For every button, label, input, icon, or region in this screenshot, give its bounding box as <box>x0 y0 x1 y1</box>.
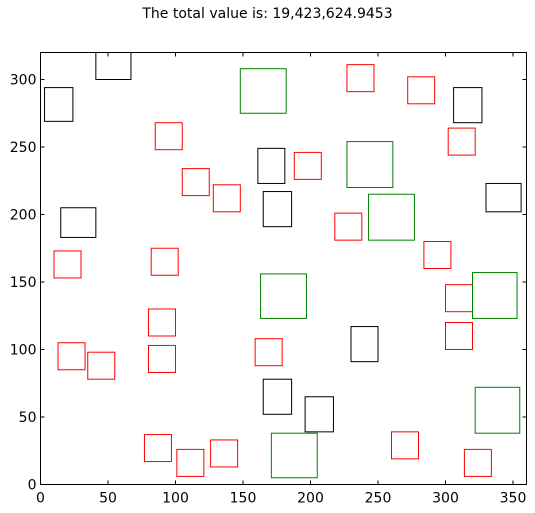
rect-mark <box>210 439 239 468</box>
rect-mark <box>304 396 334 433</box>
rect-mark <box>181 168 210 197</box>
rect-mark <box>346 64 375 93</box>
rect-mark <box>262 378 293 415</box>
rect-mark <box>57 342 86 371</box>
rect-mark <box>148 344 176 373</box>
x-tick-label: 50 <box>99 491 117 507</box>
rect-mark <box>262 191 293 228</box>
rect-mark <box>391 431 419 460</box>
rect-mark <box>463 448 492 477</box>
chart-title: The total value is: 19,423,624.9453 <box>142 6 393 22</box>
rect-mark <box>472 272 518 319</box>
y-tick-label: 250 <box>10 140 37 156</box>
y-tick-label: 100 <box>10 343 37 359</box>
rect-mark <box>95 52 132 80</box>
rect-mark <box>423 241 452 269</box>
rect-mark <box>270 432 318 479</box>
rect-mark <box>176 448 205 477</box>
x-tick-label: 350 <box>500 491 527 507</box>
y-tick-label: 0 <box>28 478 37 494</box>
rect-mark <box>407 76 436 105</box>
rect-mark <box>254 338 283 367</box>
x-tick-label: 0 <box>36 491 45 507</box>
x-tick-label: 200 <box>297 491 324 507</box>
rect-mark <box>60 207 97 238</box>
rect-mark <box>44 87 74 122</box>
rect-mark <box>346 141 394 189</box>
rect-mark <box>143 434 172 463</box>
rect-mark <box>485 182 522 213</box>
rect-mark <box>334 212 363 241</box>
y-tick-label: 150 <box>10 275 37 291</box>
rect-mark <box>293 151 322 180</box>
rect-mark <box>350 326 379 363</box>
x-tick-label: 300 <box>432 491 459 507</box>
rect-mark <box>474 386 521 434</box>
x-tick-label: 250 <box>365 491 392 507</box>
x-tick-label: 150 <box>230 491 257 507</box>
rect-mark <box>447 127 476 156</box>
rect-mark <box>257 147 286 184</box>
rect-mark <box>260 273 307 319</box>
y-tick-label: 300 <box>10 73 37 89</box>
plot-frame <box>40 52 527 485</box>
x-tick-label: 100 <box>162 491 189 507</box>
rect-mark <box>239 68 287 114</box>
y-tick-label: 50 <box>19 410 37 426</box>
rect-mark <box>368 193 415 241</box>
rect-mark <box>212 184 241 213</box>
rect-mark <box>154 122 183 151</box>
rect-mark <box>453 87 483 124</box>
rect-mark <box>445 284 473 313</box>
axes-ticks: 0 50 100 150 200 250 300 350 0 50 100 150 200 250 300 <box>10 52 527 507</box>
rect-mark <box>150 247 179 276</box>
rect-mark <box>53 250 82 279</box>
rect-mark <box>445 322 473 350</box>
rect-mark <box>148 308 176 337</box>
plot-marks <box>44 52 522 479</box>
rect-mark <box>87 351 116 380</box>
y-tick-label: 200 <box>10 208 37 224</box>
